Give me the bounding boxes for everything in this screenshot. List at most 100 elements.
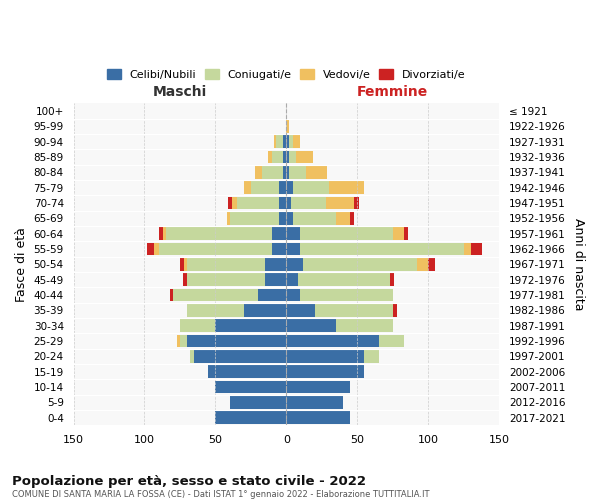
Bar [283,136,286,148]
Bar [428,258,435,270]
Legend: Celibi/Nubili, Coniugati/e, Vedovi/e, Divorziati/e: Celibi/Nubili, Coniugati/e, Vedovi/e, Di… [102,64,471,86]
Bar [298,274,390,286]
Bar [286,288,301,302]
Bar [279,196,286,209]
Text: Femmine: Femmine [357,84,428,98]
Bar [265,258,286,270]
Bar [258,288,286,302]
Bar [279,212,286,224]
Bar [227,212,230,224]
Bar [283,166,286,178]
Bar [279,182,286,194]
Bar [290,196,326,209]
Bar [301,228,392,240]
Y-axis label: Fasce di età: Fasce di età [15,227,28,302]
Bar [286,182,293,194]
Bar [286,212,293,224]
Bar [301,288,392,302]
Bar [158,242,272,256]
Bar [306,166,328,178]
Bar [286,166,289,178]
Bar [326,196,355,209]
Bar [190,350,194,362]
Bar [286,228,301,240]
Bar [251,182,279,194]
Bar [336,320,392,332]
Bar [230,396,286,408]
Bar [215,412,286,424]
Bar [286,396,343,408]
Bar [286,150,289,164]
Bar [215,380,286,393]
Bar [471,242,482,256]
Bar [296,150,313,164]
Bar [244,304,286,316]
Bar [286,380,350,393]
Bar [364,350,379,362]
Bar [272,242,286,256]
Bar [274,136,277,148]
Bar [379,334,404,347]
Bar [286,120,289,132]
Bar [286,320,336,332]
Bar [187,304,244,316]
Bar [404,228,408,240]
Bar [183,274,187,286]
Bar [154,242,158,256]
Bar [194,350,286,362]
Bar [147,242,154,256]
Bar [187,334,286,347]
Bar [417,258,428,270]
Bar [329,182,364,194]
Bar [301,242,464,256]
Bar [180,258,184,270]
Bar [286,304,314,316]
Bar [215,320,286,332]
Bar [265,274,286,286]
Bar [336,212,350,224]
Bar [283,150,286,164]
Bar [228,196,232,209]
Bar [289,150,296,164]
Bar [304,258,417,270]
Bar [187,274,265,286]
Bar [262,166,283,178]
Bar [293,182,329,194]
Bar [286,258,304,270]
Bar [286,196,290,209]
Bar [255,166,262,178]
Bar [173,288,258,302]
Bar [286,242,301,256]
Bar [163,228,166,240]
Bar [180,320,215,332]
Bar [166,228,272,240]
Bar [314,304,392,316]
Text: Maschi: Maschi [153,84,207,98]
Bar [187,258,265,270]
Bar [286,274,298,286]
Bar [286,412,350,424]
Bar [208,366,286,378]
Bar [268,150,272,164]
Bar [286,334,379,347]
Bar [392,304,397,316]
Bar [272,228,286,240]
Y-axis label: Anni di nascita: Anni di nascita [572,218,585,310]
Bar [390,274,394,286]
Bar [286,136,289,148]
Bar [289,136,293,148]
Text: COMUNE DI SANTA MARIA LA FOSSA (CE) - Dati ISTAT 1° gennaio 2022 - Elaborazione : COMUNE DI SANTA MARIA LA FOSSA (CE) - Da… [12,490,430,499]
Bar [158,228,163,240]
Bar [392,228,404,240]
Bar [180,334,187,347]
Bar [286,350,364,362]
Text: Popolazione per età, sesso e stato civile - 2022: Popolazione per età, sesso e stato civil… [12,475,366,488]
Bar [289,166,306,178]
Bar [277,136,283,148]
Bar [170,288,173,302]
Bar [464,242,471,256]
Bar [230,212,279,224]
Bar [293,212,336,224]
Bar [184,258,187,270]
Bar [244,182,251,194]
